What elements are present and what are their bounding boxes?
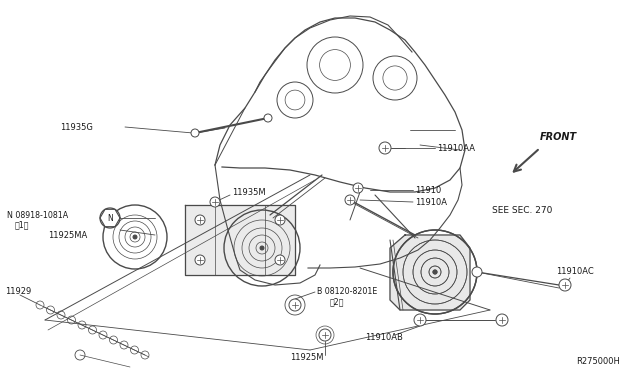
Circle shape xyxy=(353,183,363,193)
Circle shape xyxy=(319,329,331,341)
Circle shape xyxy=(210,197,220,207)
Text: 11925M: 11925M xyxy=(290,353,323,362)
Circle shape xyxy=(433,270,437,274)
Circle shape xyxy=(195,255,205,265)
Text: （1）: （1） xyxy=(15,221,29,230)
Text: 11925MA: 11925MA xyxy=(48,231,87,240)
Circle shape xyxy=(133,235,137,239)
Circle shape xyxy=(472,267,482,277)
Text: （2）: （2） xyxy=(330,298,344,307)
Text: SEE SEC. 270: SEE SEC. 270 xyxy=(492,205,552,215)
Text: 11935G: 11935G xyxy=(60,122,93,131)
Polygon shape xyxy=(185,205,295,275)
Text: 11910A: 11910A xyxy=(415,198,447,206)
Text: B 08120-8201E: B 08120-8201E xyxy=(317,288,377,296)
Circle shape xyxy=(345,195,355,205)
Circle shape xyxy=(289,299,301,311)
Text: 11910: 11910 xyxy=(415,186,441,195)
Text: N: N xyxy=(107,214,113,222)
Polygon shape xyxy=(390,235,470,310)
Circle shape xyxy=(496,314,508,326)
Circle shape xyxy=(559,279,571,291)
Text: 11910AB: 11910AB xyxy=(365,334,403,343)
Circle shape xyxy=(414,314,426,326)
Circle shape xyxy=(433,270,437,274)
Circle shape xyxy=(100,208,120,228)
Circle shape xyxy=(275,255,285,265)
Text: FRONT: FRONT xyxy=(540,132,577,142)
Circle shape xyxy=(191,129,199,137)
Circle shape xyxy=(264,114,272,122)
Text: 11910AA: 11910AA xyxy=(437,144,475,153)
Text: N 08918-1081A: N 08918-1081A xyxy=(7,211,68,219)
Circle shape xyxy=(379,142,391,154)
Text: 11929: 11929 xyxy=(5,288,31,296)
Text: 11935M: 11935M xyxy=(232,187,266,196)
Circle shape xyxy=(195,215,205,225)
Circle shape xyxy=(275,215,285,225)
Text: 11910AC: 11910AC xyxy=(556,267,594,276)
Text: R275000H: R275000H xyxy=(576,357,620,366)
Circle shape xyxy=(260,246,264,250)
